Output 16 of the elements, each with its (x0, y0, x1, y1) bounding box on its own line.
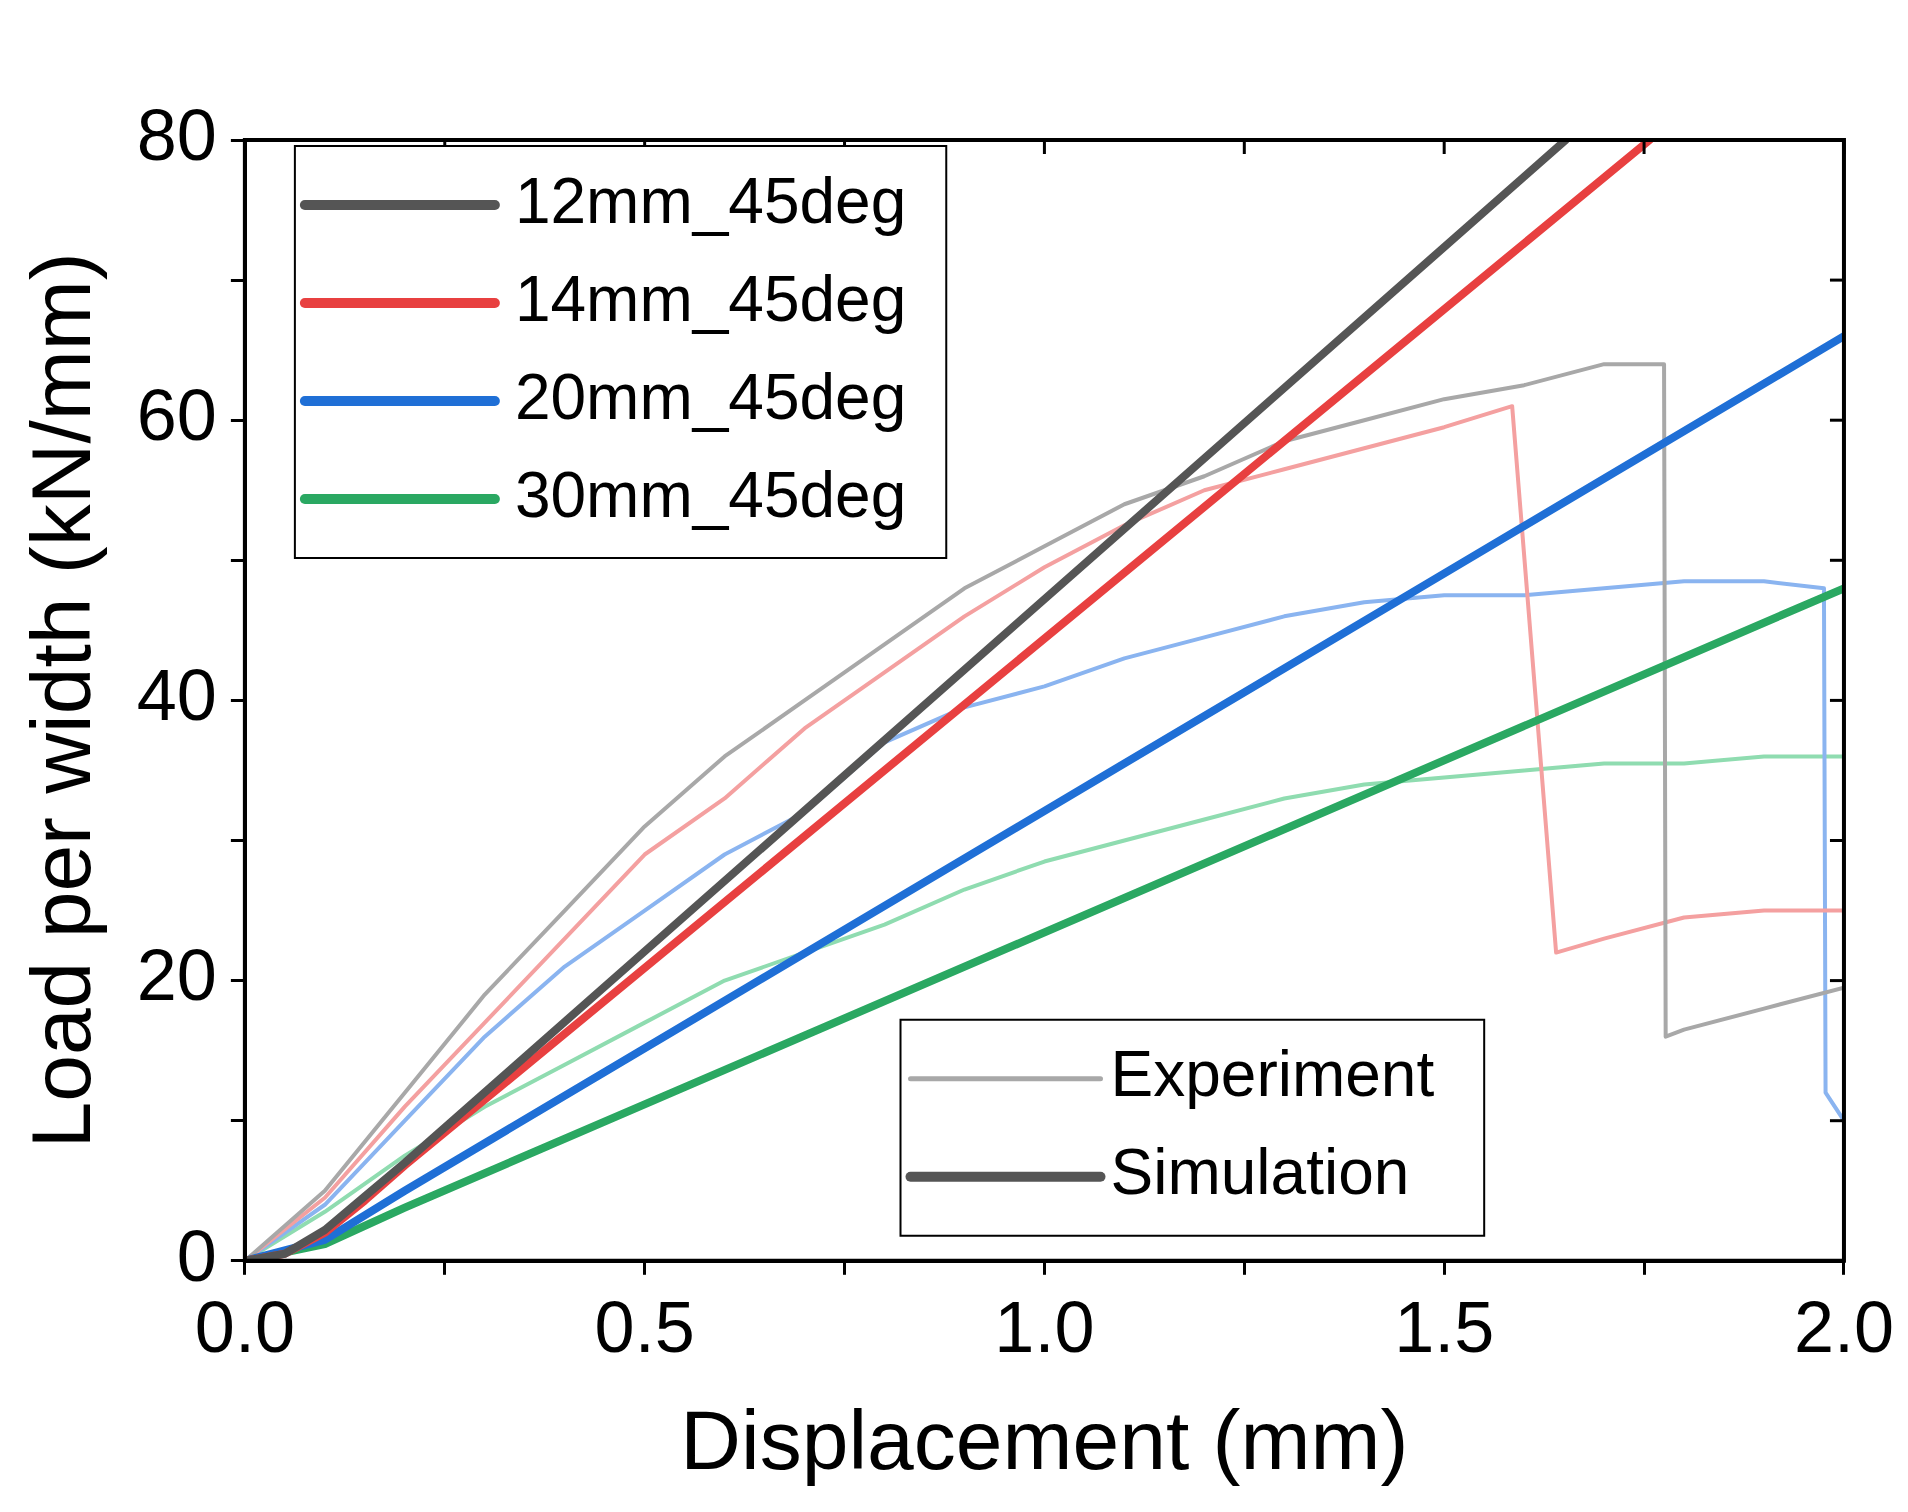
legend-label: 12mm_45deg (514, 164, 907, 237)
y-tick-label: 80 (136, 94, 217, 175)
x-axis-title: Displacement (mm) (680, 1392, 1409, 1487)
annotation: Experiment (1110, 1038, 1435, 1111)
legend-label: 30mm_45deg (514, 458, 907, 531)
legend-label: 20mm_45deg (514, 360, 907, 433)
y-tick-label: 40 (136, 655, 217, 736)
x-tick-label: 2.0 (1793, 1286, 1894, 1367)
y-tick-label: 20 (136, 935, 217, 1016)
x-tick-label: 1.0 (994, 1286, 1095, 1367)
annotation: Simulation (1110, 1136, 1410, 1209)
y-axis-title: Load per width (kN/mm) (13, 252, 108, 1149)
y-tick-label: 60 (136, 375, 217, 456)
legend-label: 14mm_45deg (514, 262, 907, 335)
x-tick-label: 0.5 (594, 1286, 695, 1367)
x-tick-label: 1.5 (1394, 1286, 1495, 1367)
